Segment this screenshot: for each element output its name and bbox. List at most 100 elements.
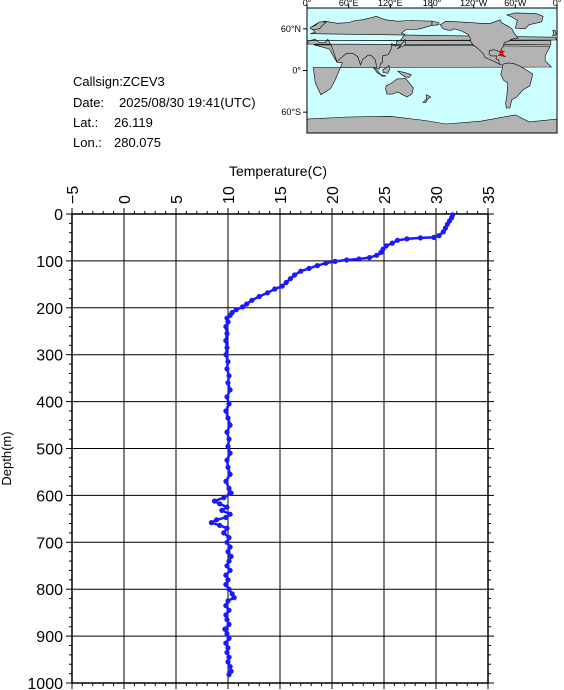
map-landmass xyxy=(397,70,412,78)
data-point xyxy=(225,319,231,325)
data-point xyxy=(225,659,231,665)
data-point xyxy=(356,256,362,262)
map-landmass xyxy=(310,21,328,30)
map-top-tick-label: 120°E xyxy=(378,0,403,8)
map-landmass xyxy=(431,20,440,26)
x-tick-label: −5 xyxy=(65,186,82,204)
data-point xyxy=(226,558,232,564)
y-tick-label: 400 xyxy=(36,395,63,412)
data-point xyxy=(436,233,442,239)
data-point xyxy=(233,307,239,313)
data-point xyxy=(226,535,232,541)
data-point xyxy=(224,525,230,531)
data-point xyxy=(231,595,237,601)
lat-row: Lat.: 26.119 xyxy=(73,115,153,130)
data-point xyxy=(223,352,229,358)
y-axis-label: Depth(m) xyxy=(0,431,14,485)
data-point xyxy=(224,539,230,545)
x-tick-label: 5 xyxy=(169,195,186,204)
profile-chart: −5 0 5 10 15 20 25 30 35010020030040050060070080… xyxy=(0,163,498,690)
data-point xyxy=(227,511,233,517)
lat-label: Lat.: xyxy=(73,115,99,130)
callsign-label: Callsign: xyxy=(73,74,123,89)
data-point xyxy=(366,255,372,261)
y-tick-label: 600 xyxy=(36,488,63,505)
x-tick-label: 30 xyxy=(429,186,446,204)
data-point xyxy=(224,617,230,623)
data-point xyxy=(323,260,329,266)
data-point xyxy=(224,649,230,656)
y-tick-label: 300 xyxy=(36,348,63,365)
date-label: Date: xyxy=(73,95,105,110)
data-point xyxy=(224,563,230,569)
map-left-tick-label: 60°S xyxy=(281,107,301,117)
data-point xyxy=(223,324,229,330)
data-point xyxy=(226,436,232,442)
data-point xyxy=(224,457,230,463)
map-landmass xyxy=(379,74,387,77)
y-tick-label: 800 xyxy=(36,582,63,599)
data-point xyxy=(223,612,229,618)
map-top-tick-label: 0° xyxy=(303,0,312,8)
x-tick-label: 35 xyxy=(481,186,498,204)
data-point xyxy=(226,607,232,613)
data-point xyxy=(249,297,255,303)
data-point xyxy=(279,283,285,289)
data-point xyxy=(225,577,231,583)
x-tick-label: 0 xyxy=(117,195,134,204)
data-point xyxy=(227,544,233,550)
data-point xyxy=(240,304,246,310)
data-point xyxy=(244,301,250,307)
data-point xyxy=(227,450,233,456)
data-point xyxy=(225,549,231,555)
data-point xyxy=(287,276,293,282)
data-point xyxy=(223,514,229,521)
data-point xyxy=(211,498,218,504)
map-landmass xyxy=(306,15,557,70)
data-point xyxy=(389,240,395,246)
data-point xyxy=(224,366,230,372)
x-tick-label: 20 xyxy=(325,186,342,204)
data-point xyxy=(306,265,312,271)
data-point xyxy=(226,401,232,407)
location-marker xyxy=(497,48,506,56)
data-point xyxy=(227,471,233,477)
map-landmass xyxy=(500,62,534,109)
data-point xyxy=(221,495,227,501)
data-point xyxy=(214,517,220,523)
data-point xyxy=(292,272,298,278)
y-tick-label: 900 xyxy=(36,629,63,646)
date-row: Date: 2025/08/30 19:41(UTC) xyxy=(73,95,256,110)
data-point xyxy=(226,635,232,642)
x-tick-label: 15 xyxy=(273,186,290,204)
data-point xyxy=(417,235,423,241)
data-point xyxy=(431,234,437,240)
callsign-value: ZCEV3 xyxy=(122,74,165,89)
data-point xyxy=(228,553,234,560)
y-tick-label: 1000 xyxy=(27,676,63,690)
data-point xyxy=(404,236,410,242)
data-point xyxy=(283,279,289,286)
x-axis-label: Temperature(C) xyxy=(229,163,327,179)
data-point xyxy=(225,645,231,651)
data-point xyxy=(374,252,380,258)
data-point xyxy=(226,373,232,379)
data-point xyxy=(256,293,262,300)
data-point xyxy=(440,229,446,235)
data-point xyxy=(378,249,384,256)
map-landmass xyxy=(439,19,519,66)
lon-value: 280.075 xyxy=(114,135,161,150)
data-point xyxy=(217,522,223,529)
map-landmass xyxy=(506,12,544,30)
map-landmass xyxy=(397,38,406,50)
data-point xyxy=(224,504,230,510)
data-point xyxy=(224,331,230,337)
data-point xyxy=(223,338,229,344)
data-point xyxy=(219,507,225,513)
world-map: 0° 60°E 120°E 180° 120°W 60°W 0° 60°N 0° 60°S xyxy=(281,0,562,134)
data-point xyxy=(208,520,214,526)
map-top-tick-label: 0° xyxy=(553,0,562,8)
data-point xyxy=(227,567,233,574)
data-point xyxy=(226,672,232,678)
y-tick-label: 100 xyxy=(36,254,63,271)
